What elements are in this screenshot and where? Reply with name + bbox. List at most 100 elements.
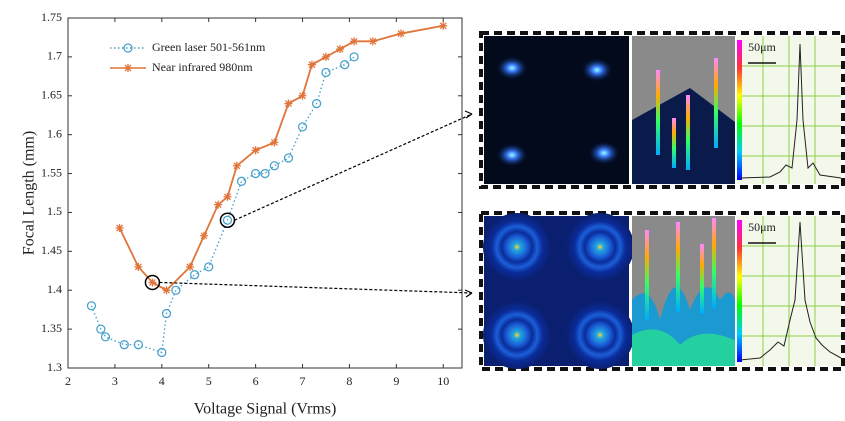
marker [133,340,144,350]
plot-frame [67,17,463,369]
marker [284,99,293,108]
marker [336,45,345,54]
top-panels: 50μm [479,31,845,189]
pointer-arrow [159,281,473,294]
series-line [118,24,444,292]
spot [483,301,551,369]
marker [269,161,280,171]
x-tick-label: 7 [300,374,306,388]
marker [297,122,308,132]
marker [200,231,209,240]
y-tick-label: 1.6 [47,126,62,140]
marker [298,91,307,100]
marker [189,270,200,280]
y-tick-label: 1.4 [47,282,62,296]
x-tick-label: 2 [65,374,71,388]
x-axis-label: Voltage Signal (Vrms) [194,401,337,418]
color-bar [737,40,742,180]
marker [307,60,316,69]
y-tick-label: 1.5 [47,204,62,218]
marker [171,285,181,295]
marker [157,347,167,358]
profile-grid [737,36,841,184]
marker [260,168,270,179]
spike [686,95,690,170]
marker [439,21,448,30]
marker [321,67,331,78]
spot [566,301,634,369]
spot [581,58,613,82]
x-tick-label: 6 [253,374,259,388]
marker [223,192,232,201]
marker [250,168,261,179]
y-tick-label: 1.55 [41,165,62,179]
spot [496,56,528,80]
marker [321,52,330,61]
y-tick-label: 1.3 [47,360,62,374]
marker [311,98,322,109]
x-tick-label: 10 [437,374,449,388]
marker [148,278,157,287]
y-tick-label: 1.35 [41,321,62,335]
scale-label: 50μm [748,40,776,54]
y-tick-label: 1.7 [47,49,62,63]
legend-label: Near infrared 980nm [152,60,253,74]
x-tick-label: 8 [346,374,352,388]
spot [483,213,551,281]
marker [115,224,124,232]
marker [119,340,129,350]
x-tick-label: 4 [159,374,165,388]
marker [134,262,143,271]
x-tick-label: 3 [112,374,118,388]
marker [214,200,223,209]
marker [86,301,97,311]
marker [368,37,377,46]
pointer-arrow [234,113,473,221]
y-tick-label: 1.45 [41,243,62,257]
legend-label: Green laser 501-561nm [152,40,266,54]
arrow-head [464,289,473,298]
bottom-panels: 50μm [479,211,845,371]
series-line [90,56,355,354]
marker [162,286,171,295]
marker [340,60,350,70]
profile-grid [737,216,841,366]
marker [283,153,294,163]
y-tick-label: 1.65 [41,88,62,102]
spike [676,222,680,312]
spot [496,143,528,167]
y-tick-label: 1.75 [41,10,62,24]
marker [161,308,172,319]
x-tick-label: 5 [206,374,212,388]
spot [588,141,620,165]
spike [672,118,676,168]
arrow-head [464,110,473,119]
surface [632,329,735,366]
color-bar [737,220,742,362]
spot [566,213,634,281]
spike [714,58,718,148]
marker [185,262,194,271]
marker [204,262,214,272]
marker [232,161,241,170]
marker [222,215,233,225]
marker [236,176,247,186]
chart: Focal Length (mm) Voltage Signal (Vrms) … [21,10,473,418]
legend-marker [123,43,133,53]
marker [350,37,359,46]
marker [251,146,260,155]
marker [270,138,279,147]
spike [712,218,716,308]
profile-curve [739,221,842,361]
scale-label: 50μm [748,220,776,234]
marker [349,52,359,62]
spike [656,70,660,155]
panel-border [479,31,845,189]
spike [645,230,649,320]
marker [96,324,106,334]
marker [100,332,111,342]
spike [700,244,704,314]
profile-curve [739,43,842,179]
y-axis-label: Focal Length (mm) [21,131,38,255]
